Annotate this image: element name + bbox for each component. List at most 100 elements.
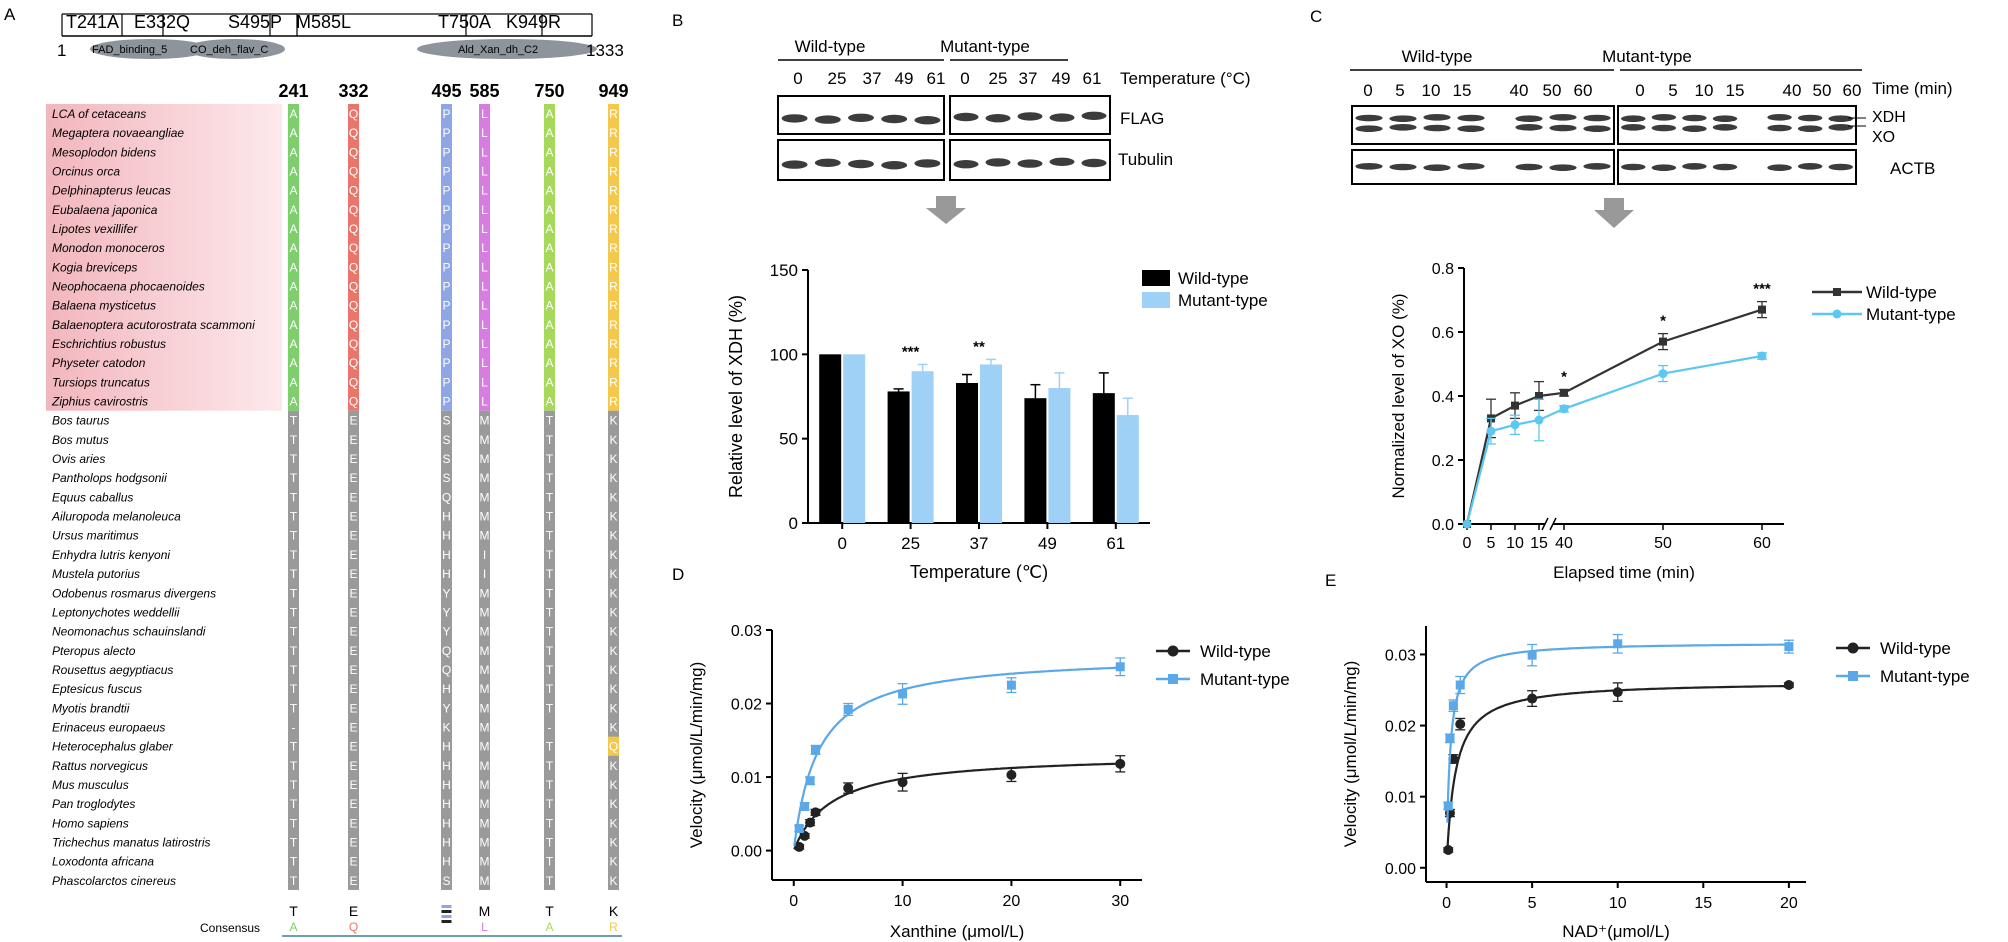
species-name: Kogia breviceps	[52, 260, 137, 274]
residue-letter: L	[481, 356, 488, 370]
legend-marker	[1848, 671, 1858, 681]
residue-letter: M	[480, 778, 490, 792]
residue-letter: K	[609, 625, 617, 639]
residue-letter: A	[289, 375, 297, 389]
western-blots	[777, 95, 1111, 181]
consensus-bottom: A	[289, 920, 297, 934]
residue-letter: Y	[442, 605, 450, 619]
series-line	[1465, 354, 1763, 525]
species-name: Rattus norvegicus	[52, 759, 148, 773]
residue-letter: P	[442, 145, 450, 159]
legend-label: Wild-type	[1200, 642, 1271, 661]
position-label: 241	[278, 81, 308, 101]
residue-letter: A	[289, 241, 297, 255]
blot-band	[1515, 163, 1543, 171]
blot-group-wild: Wild-type	[1402, 47, 1473, 66]
blot-band	[1583, 125, 1611, 132]
species-name: Phascolarctos cinereus	[52, 874, 176, 888]
blot-band	[1583, 163, 1611, 170]
blot-band	[1515, 115, 1543, 122]
residue-column-cetacean	[348, 104, 359, 411]
data-point	[1006, 769, 1017, 780]
lane-label: 37	[863, 69, 882, 88]
y-tick-label: 0.03	[731, 623, 762, 640]
residue-letter: M	[480, 452, 490, 466]
blot-band	[1828, 163, 1853, 171]
consensus-top: M	[479, 903, 491, 919]
blot-band	[814, 158, 841, 167]
data-point	[800, 801, 810, 811]
residue-letter: Q	[349, 145, 358, 159]
chart-d: 0.00 0.01 0.02 0.03 0 10 20 30 Velocity (μmol/L/…	[687, 623, 1290, 941]
residue-letter: I	[483, 567, 486, 581]
lane-label: 0	[793, 69, 802, 88]
x-tick-label: 5	[1528, 895, 1537, 912]
x-axis-title: Xanthine (μmol/L)	[890, 922, 1025, 941]
x-tick-label: 0	[789, 893, 798, 910]
data-point	[1559, 404, 1569, 414]
residue-column-cetacean	[479, 104, 490, 411]
bar	[1092, 393, 1115, 523]
residue-letter: T	[290, 682, 298, 696]
residue-letter: L	[481, 280, 488, 294]
blot-band	[1081, 111, 1107, 121]
residue-letter: K	[609, 452, 617, 466]
residue-letter: T	[546, 567, 554, 581]
blot-band	[1651, 164, 1677, 171]
species-name: Erinaceus europaeus	[52, 720, 165, 734]
residue-letter: K	[609, 855, 617, 869]
residue-letter: E	[349, 586, 357, 600]
blot-band	[1355, 163, 1383, 170]
residue-letter: A	[289, 126, 297, 140]
data-point	[843, 783, 854, 794]
residue-letter: M	[480, 759, 490, 773]
residue-letter: R	[609, 337, 618, 351]
species-name: Neomonachus schauinslandi	[52, 625, 206, 639]
residue-letter: R	[609, 165, 618, 179]
residue-letter: R	[609, 203, 618, 217]
residue-letter: Q	[349, 126, 358, 140]
fit-curve	[1446, 643, 1789, 823]
y-tick-label: 0.00	[731, 844, 762, 861]
residue-letter: Y	[442, 701, 450, 715]
residue-letter: A	[545, 318, 553, 332]
data-point	[1510, 420, 1520, 430]
residue-letter: Q	[609, 740, 618, 754]
residue-letter: S	[442, 874, 450, 888]
species-name: Balaena mysticetus	[52, 299, 156, 313]
residue-letter: K	[609, 529, 617, 543]
residue-letter: E	[349, 510, 357, 524]
residue-letter: P	[442, 107, 450, 121]
residue-letter: A	[289, 280, 297, 294]
residue-letter: T	[546, 644, 554, 658]
residue-letter: L	[481, 375, 488, 389]
residue-letter: M	[480, 740, 490, 754]
x-tick-label: 60	[1753, 535, 1771, 552]
blot-band	[1767, 164, 1792, 171]
residue-letter: A	[545, 126, 553, 140]
consensus-glyph	[441, 915, 452, 918]
data-point	[1455, 719, 1466, 730]
residue-letter: A	[289, 356, 297, 370]
position-label: 495	[431, 81, 461, 101]
x-tick-label: 15	[1530, 535, 1548, 552]
blot-band	[953, 112, 979, 122]
residue-letter: Q	[349, 107, 358, 121]
residue-letter: T	[290, 701, 298, 715]
residue-letter: H	[442, 835, 451, 849]
residue-letter: E	[349, 835, 357, 849]
panel-letter-c: C	[1310, 7, 1322, 26]
data-point	[810, 807, 821, 818]
y-axis-title: Relative level of XDH (%)	[726, 295, 746, 498]
residue-letter: K	[609, 701, 617, 715]
residue-letter: T	[546, 586, 554, 600]
y-axis-title: Velocity (μmol/L/min/mg)	[1341, 661, 1360, 847]
y-tick-label: 50	[779, 430, 798, 449]
position-label: 949	[598, 81, 628, 101]
panel-letter-b: B	[672, 11, 683, 30]
residue-letter: M	[480, 471, 490, 485]
residue-column-other	[544, 410, 555, 890]
residue-letter: A	[545, 222, 553, 236]
residue-letter: K	[609, 644, 617, 658]
